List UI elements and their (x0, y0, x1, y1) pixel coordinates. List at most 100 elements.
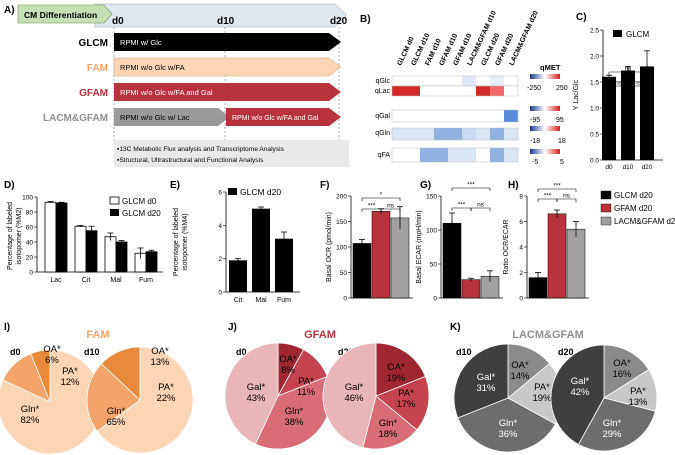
qmet-title: qMET (540, 63, 561, 72)
legend-label-glcm-d0: GLCM d0 (122, 197, 157, 206)
scale-bar-1 (530, 74, 560, 79)
heatmap-cell (476, 110, 490, 122)
heatmap-cell (504, 76, 518, 86)
sig-label: ns (563, 193, 571, 200)
heatmap-cell (462, 110, 476, 122)
gfam-arrow (114, 83, 341, 101)
y-tick-label: 1.5 (590, 80, 599, 87)
gfam-condition: RPMI w/o Glc w/FA and Gal (120, 88, 213, 97)
panel-label-k: K) (450, 322, 461, 333)
x-tick-label: Cit (82, 277, 91, 284)
scale-3-max: 18 (558, 138, 566, 145)
pie-slice-gln (96, 346, 194, 454)
pie-sublabel: d20 (558, 347, 574, 357)
y-tick-label: 200 (336, 194, 347, 201)
sig-label: ns (477, 202, 485, 209)
row-label-glcm: GLCM (79, 38, 108, 49)
heatmap-row-border (391, 147, 519, 163)
heatmap-cell (476, 86, 490, 96)
legend-label-0: GLCM d20 (614, 191, 653, 200)
pie-label-name: PA* (298, 376, 314, 387)
heatmap-cell (392, 76, 406, 86)
bar-e-Fum (275, 238, 293, 292)
pie-label-name: PA* (630, 386, 646, 397)
y-tick-label: 20 (26, 255, 34, 262)
y-tick-label: 2.0 (590, 54, 599, 61)
heatmap-row-border (391, 109, 519, 123)
heatmap-cell (476, 128, 490, 140)
x-tick-label: d10 (623, 164, 634, 171)
pie-slice-gln (0, 349, 103, 455)
pie-slice-gln (457, 397, 556, 453)
pie-label-name: PA* (534, 382, 550, 393)
x-tick-label: Mal (110, 277, 122, 284)
panel-label-d: D) (4, 180, 15, 191)
heatmap-cell (448, 76, 462, 86)
x-tick-label: d20 (642, 164, 653, 171)
heatmap-row-border (391, 85, 519, 97)
pie-sublabel: d0 (10, 347, 21, 357)
scale-4-min: -5 (532, 159, 538, 166)
pie-label-name: Gal* (247, 382, 266, 393)
pie-label-value: 82% (20, 415, 40, 426)
heatmap-cell (476, 76, 490, 86)
heatmap-cell (448, 148, 462, 162)
heatmap-cell (504, 128, 518, 140)
y-tick-label: 0.0 (590, 158, 599, 165)
heatmap-cell (406, 110, 420, 122)
pie-title-lacm-gfam: LACM&GFAM (512, 329, 584, 341)
pie-label-name: Gal* (345, 382, 364, 393)
pie-label-value: 17% (396, 399, 416, 410)
bar-h-1 (547, 213, 567, 299)
pie-label-value: 13% (150, 357, 170, 368)
heatmap-cell (420, 86, 434, 96)
glcm-arrow (114, 33, 341, 51)
pie-slice-oa (375, 342, 426, 397)
legend-label-glcm: GLCM (626, 30, 649, 39)
pie-label-name: OA* (43, 344, 61, 355)
analysis-note-2: ▪Structural, Ultrastructural and Functio… (117, 157, 264, 164)
lacm-gfam-arrow (226, 108, 341, 126)
pie-slice-oa (100, 346, 141, 401)
sig-label: * (380, 192, 383, 199)
legend-label-glcm-d20: GLCM d20 (122, 209, 161, 218)
timepoint-d10: d10 (217, 16, 235, 27)
legend-label-2: LACM&GFAM d20 (614, 217, 675, 226)
bar-g-1 (461, 279, 481, 299)
pie-slice-oa (30, 349, 51, 403)
row-label-qgal: qGal (375, 113, 390, 120)
heatmap-cell (420, 76, 434, 86)
y-axis-label-line1: Percentage of labeled (173, 208, 180, 276)
pie-label-name: OA* (387, 362, 405, 373)
heatmap-cell (392, 110, 406, 122)
pie-sublabel: d10 (84, 347, 100, 357)
heatmap-cell (392, 128, 406, 140)
heatmap-cell (434, 128, 448, 140)
pie-label-name: Gal* (477, 372, 496, 383)
legend-swatch-glcm-d0 (109, 196, 120, 205)
pie-label-value: 43% (246, 393, 266, 404)
y-axis-label-line2: isotopomer (%M4) (182, 213, 189, 270)
bar-d-Mal-1 (115, 241, 128, 273)
bar-e-Cit (229, 260, 247, 292)
heatmap-cell (406, 148, 420, 162)
y-tick-label: 100 (22, 195, 33, 202)
pie-slice-pa (375, 375, 430, 431)
y-axis-label: Basal OCR (pmol/min) (326, 212, 333, 282)
sig-label: *** (553, 183, 561, 190)
heatmap-cell (504, 148, 518, 162)
scale-bar-2 (530, 106, 560, 111)
panel-label-b: B) (360, 14, 371, 25)
pie-label-value: 8% (281, 365, 295, 376)
pie-title-gfam: GFAM (304, 329, 336, 341)
y-tick-label: 2 (218, 256, 222, 263)
row-label-qlac: qLac (375, 88, 391, 95)
x-tick-label: Mal (255, 297, 267, 304)
fam-arrow (113, 57, 342, 77)
x-tick-label: Cit (234, 297, 243, 304)
pie-slice-gal (322, 342, 377, 448)
bar-c-d0 (602, 76, 616, 160)
pie-label-value: 42% (570, 387, 590, 398)
sig-label: *** (368, 203, 376, 210)
bar-d-Lac-0 (44, 201, 57, 273)
